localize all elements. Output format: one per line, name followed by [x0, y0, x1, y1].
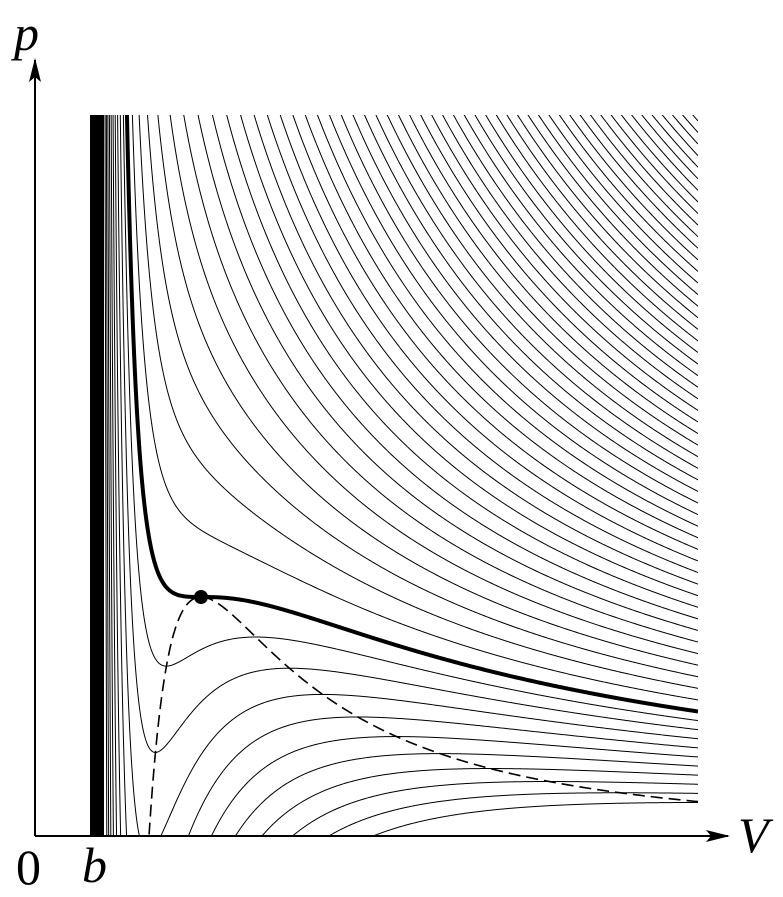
- excluded-volume-bar: [90, 115, 104, 836]
- origin-label: 0: [16, 839, 41, 895]
- isotherm: [292, 115, 698, 550]
- isotherm: [537, 115, 698, 295]
- isotherm: [253, 115, 698, 585]
- isotherm: [266, 115, 698, 573]
- isotherm: [138, 115, 698, 689]
- isotherm: [97, 0, 698, 28]
- isotherm: [671, 115, 698, 145]
- isotherm: [110, 115, 698, 836]
- isotherm: [169, 115, 698, 655]
- isotherm: [682, 115, 698, 133]
- isotherm: [548, 115, 698, 284]
- isotherm: [131, 115, 698, 701]
- critical-point: [194, 590, 208, 604]
- isotherm: [386, 115, 698, 458]
- isotherm: [97, 0, 698, 109]
- isotherm: [420, 115, 698, 423]
- isotherm: [117, 115, 698, 836]
- isotherm: [600, 115, 698, 226]
- isotherm: [474, 115, 698, 365]
- isotherm: [620, 115, 698, 203]
- spinodal: [148, 596, 698, 835]
- isotherm: [226, 115, 698, 608]
- isotherm: [651, 115, 698, 168]
- isotherm: [112, 115, 698, 836]
- isotherm: [375, 115, 698, 469]
- isotherm: [692, 115, 698, 122]
- isotherm: [363, 115, 698, 481]
- isotherm: [452, 115, 698, 388]
- isotherms: [97, 0, 698, 836]
- isotherm: [397, 115, 698, 446]
- isotherm: [119, 115, 698, 753]
- isotherm: [589, 115, 698, 238]
- isotherm: [506, 115, 698, 330]
- isotherm: [97, 0, 698, 75]
- isotherm: [122, 115, 698, 722]
- isotherm: [97, 0, 698, 86]
- isotherm: [463, 115, 698, 377]
- isotherm: [240, 115, 698, 597]
- isotherm: [485, 115, 698, 353]
- y-axis-label: p: [11, 5, 39, 61]
- isotherm: [352, 115, 698, 492]
- isotherm: [409, 115, 698, 434]
- isotherm: [340, 115, 698, 504]
- isotherm: [147, 115, 698, 678]
- isotherm: [97, 0, 698, 40]
- isotherm: [97, 0, 698, 98]
- isotherm: [304, 115, 698, 539]
- isotherm: [97, 0, 698, 51]
- b-label: b: [82, 837, 107, 893]
- critical-isotherm: [124, 115, 698, 714]
- isotherm: [516, 115, 698, 319]
- isotherm: [183, 115, 698, 643]
- isotherm: [97, 0, 698, 63]
- isotherm: [610, 115, 698, 214]
- isotherm: [114, 115, 698, 836]
- isotherm: [527, 115, 698, 307]
- x-axis-label: V: [738, 807, 774, 863]
- isotherm: [328, 115, 698, 516]
- isotherm: [157, 115, 698, 666]
- isotherm: [104, 115, 698, 836]
- isotherm: [631, 115, 698, 191]
- isotherm: [105, 115, 698, 836]
- isotherm: [569, 115, 698, 261]
- isotherm: [442, 115, 698, 400]
- isotherm: [108, 115, 698, 836]
- isotherm: [279, 115, 698, 562]
- isotherm: [316, 115, 698, 527]
- isotherm: [197, 115, 698, 631]
- isotherm: [495, 115, 698, 342]
- isotherm: [211, 115, 698, 620]
- isotherm: [431, 115, 698, 411]
